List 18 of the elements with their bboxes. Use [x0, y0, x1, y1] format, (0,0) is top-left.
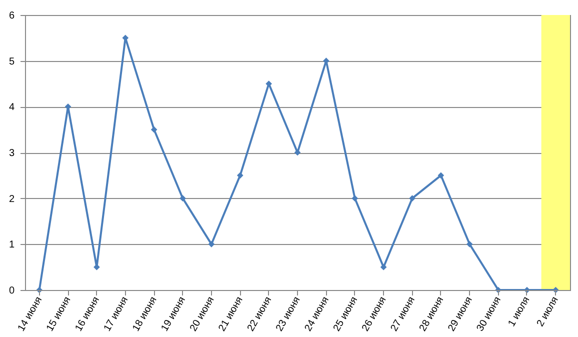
y-tick-label: 5 — [8, 56, 15, 68]
point — [352, 195, 358, 202]
y-tick-label: 0 — [8, 286, 15, 296]
point — [236, 172, 244, 179]
point — [409, 195, 416, 202]
point — [266, 80, 272, 87]
y-tick-label: 3 — [8, 148, 15, 159]
y-tick-label: 4 — [8, 102, 15, 114]
point — [180, 195, 186, 202]
y-tick-label: 1 — [8, 240, 15, 251]
y-tick-label: 6 — [8, 10, 15, 22]
point — [438, 172, 444, 179]
point — [380, 264, 387, 270]
point — [466, 241, 473, 248]
point — [64, 104, 72, 110]
point — [208, 241, 215, 248]
point — [150, 126, 158, 133]
y-tick-label: 2 — [8, 194, 15, 205]
